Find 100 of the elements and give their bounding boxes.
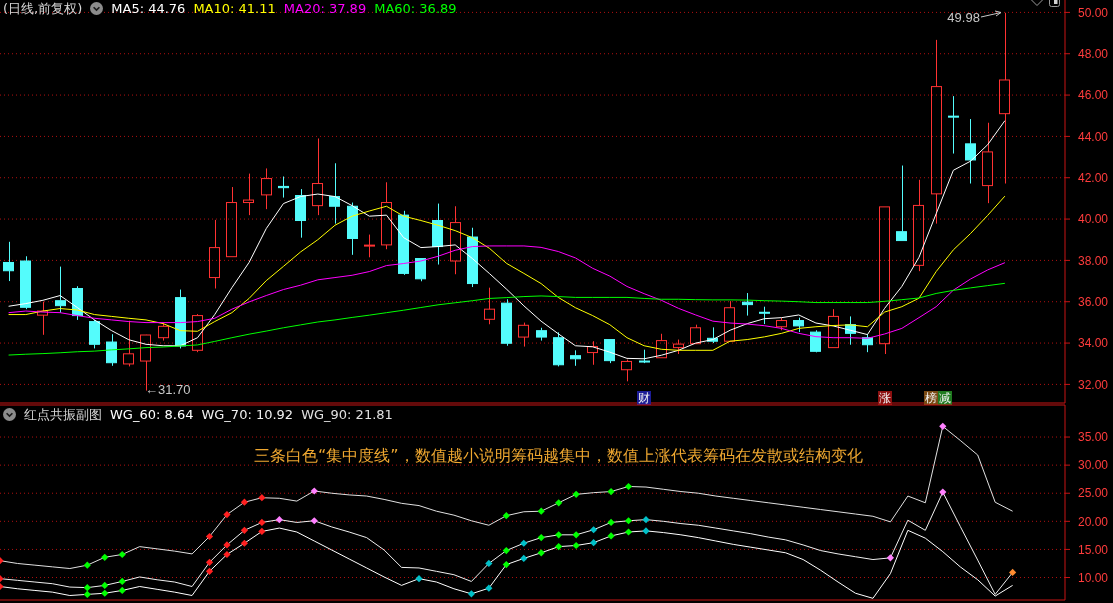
point xyxy=(83,561,91,569)
point xyxy=(624,528,633,536)
text: WG_60: 8.64 xyxy=(110,407,194,422)
y-tick-label: 20.00 xyxy=(1078,514,1109,529)
point xyxy=(101,553,109,561)
y-tick-label: 30.00 xyxy=(1078,458,1109,473)
point xyxy=(607,532,615,540)
point xyxy=(572,531,580,539)
point xyxy=(205,567,214,575)
point xyxy=(101,581,109,589)
point xyxy=(607,518,615,527)
annotation: 涨 xyxy=(877,391,892,405)
point xyxy=(240,526,249,534)
point xyxy=(537,507,545,515)
candlestick xyxy=(329,162,340,225)
y-tick-label: 50.00 xyxy=(1078,5,1109,20)
y-tick-label: 35.00 xyxy=(1078,430,1109,445)
annotation: 减 xyxy=(937,391,952,405)
point xyxy=(485,584,493,592)
y-tick-label: 48.00 xyxy=(1078,46,1109,61)
candlestick xyxy=(261,167,272,210)
point xyxy=(537,549,545,557)
text: MA20: 37.89 xyxy=(283,1,367,16)
y-tick-label: 15.00 xyxy=(1078,542,1109,557)
text: MA10: 41.11 xyxy=(193,1,276,16)
point xyxy=(275,516,283,524)
point xyxy=(572,541,580,550)
point xyxy=(642,527,650,535)
y-tick-label: 25.00 xyxy=(1078,486,1109,501)
point xyxy=(590,526,598,534)
line-series xyxy=(0,527,1014,599)
point xyxy=(502,512,510,520)
point xyxy=(537,534,545,542)
point xyxy=(310,517,318,525)
point xyxy=(886,554,895,562)
point xyxy=(502,546,510,555)
point xyxy=(502,561,510,569)
annotation: 三条白色“集中度线”，数值越小说明筹码越集中，数值上涨代表筹码在发散或结构变化 xyxy=(254,446,863,465)
candlestick xyxy=(965,118,976,185)
y-tick-label: 38.00 xyxy=(1078,253,1109,268)
point xyxy=(1009,568,1017,577)
point xyxy=(258,494,266,502)
point xyxy=(572,490,580,498)
annotation: 财 xyxy=(637,391,652,405)
candlestick xyxy=(931,39,942,225)
y-tick-label: 36.00 xyxy=(1078,294,1109,309)
text: MA5: 44.76 xyxy=(111,1,186,16)
point xyxy=(310,487,318,495)
point xyxy=(555,543,563,551)
point xyxy=(520,539,528,547)
point xyxy=(83,584,91,592)
candlestick xyxy=(243,173,254,216)
point xyxy=(118,577,126,586)
text: MA60: 36.89 xyxy=(374,1,457,16)
candlestick xyxy=(982,122,993,204)
point xyxy=(520,554,528,563)
point xyxy=(223,541,231,549)
candlestick xyxy=(3,241,14,282)
point xyxy=(555,531,563,539)
point xyxy=(555,499,563,507)
point xyxy=(258,518,266,527)
point xyxy=(624,482,633,491)
candlestick xyxy=(587,340,598,366)
chart-title: (日线,前复权) xyxy=(3,1,83,16)
point xyxy=(415,575,423,583)
y-tick-label: 34.00 xyxy=(1078,336,1109,351)
point xyxy=(642,516,650,524)
candlestick xyxy=(570,349,581,367)
point xyxy=(101,589,109,597)
candlestick xyxy=(450,205,461,275)
y-tick-label: 46.00 xyxy=(1078,88,1109,103)
y-tick-label: 10.00 xyxy=(1078,570,1109,585)
candlestick xyxy=(278,175,289,199)
y-tick-label: 44.00 xyxy=(1078,129,1109,144)
point xyxy=(939,422,947,430)
candlestick xyxy=(999,12,1010,185)
point xyxy=(83,590,91,598)
y-tick-label: 42.00 xyxy=(1078,170,1109,185)
point xyxy=(205,532,214,541)
candlestick xyxy=(295,188,306,239)
point xyxy=(485,559,493,568)
annotation: ←31.70 xyxy=(145,381,191,397)
chart-title: 红点共振副图 xyxy=(24,407,102,422)
point xyxy=(590,539,598,547)
y-tick-label: 32.00 xyxy=(1078,377,1109,392)
point xyxy=(223,510,231,519)
text: WG_90: 21.81 xyxy=(301,407,393,422)
y-tick-label: 40.00 xyxy=(1078,212,1109,227)
point xyxy=(223,550,231,559)
point xyxy=(240,539,249,547)
text: WG_70: 10.92 xyxy=(201,407,294,422)
point xyxy=(607,487,615,496)
candlestick xyxy=(312,137,323,216)
candlestick xyxy=(501,298,512,347)
point xyxy=(118,586,126,595)
point xyxy=(205,558,214,566)
point xyxy=(939,488,947,496)
point xyxy=(258,527,266,536)
point xyxy=(624,517,633,525)
point xyxy=(240,498,249,506)
